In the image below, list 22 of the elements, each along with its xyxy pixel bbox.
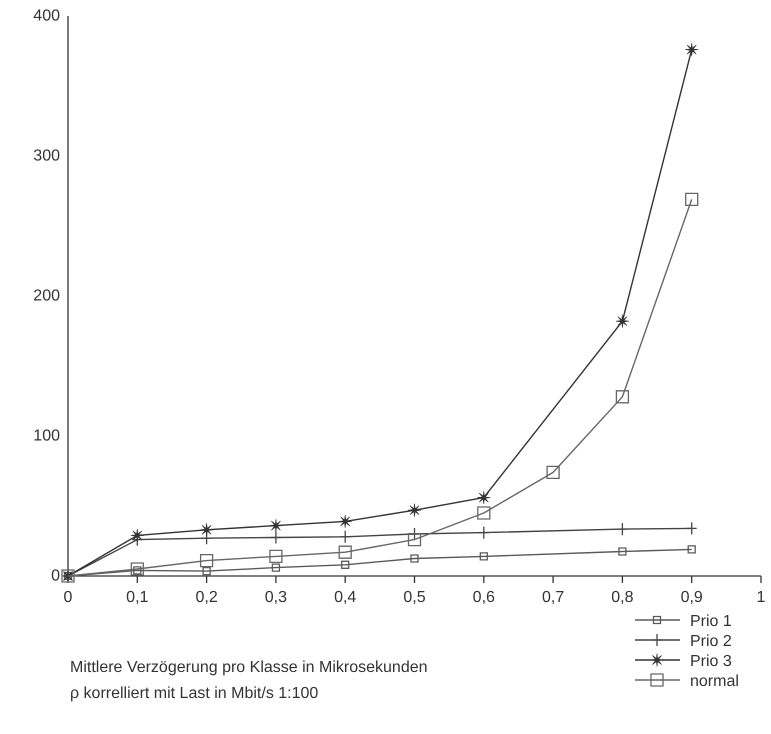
y-tick-label: 300 [33, 148, 60, 164]
text: ρ korrelliert mit Last in Mbit/s 1:100 [70, 685, 318, 702]
legend-label: normal [690, 673, 739, 690]
y-tick-label: 100 [33, 428, 60, 444]
x-tick-label: 0,5 [403, 589, 426, 606]
x-tick-label: 0,7 [542, 589, 564, 606]
x-tick-label: 0,2 [195, 589, 218, 606]
legend-label: Prio 1 [690, 613, 732, 630]
legend-label: Prio 3 [690, 653, 732, 670]
x-tick-label: 0 [64, 589, 73, 606]
x-tick-label: 0,4 [334, 589, 356, 606]
x-tick-label: 0,3 [264, 589, 288, 606]
x-tick-label: 1 [756, 589, 766, 606]
x-tick-label: 0,8 [611, 589, 634, 606]
legend-label: Prio 2 [690, 633, 732, 650]
x-tick-label: 0,1 [126, 589, 149, 606]
x-tick-label: 0,6 [472, 589, 496, 606]
text: Mittlere Verzögerung pro Klasse in Mikrosekunden [70, 659, 428, 676]
y-tick-label: 200 [33, 288, 60, 304]
y-tick-label: 400 [33, 8, 60, 24]
x-tick-label: 0,9 [680, 589, 703, 606]
y-tick-label: 0 [51, 568, 60, 584]
